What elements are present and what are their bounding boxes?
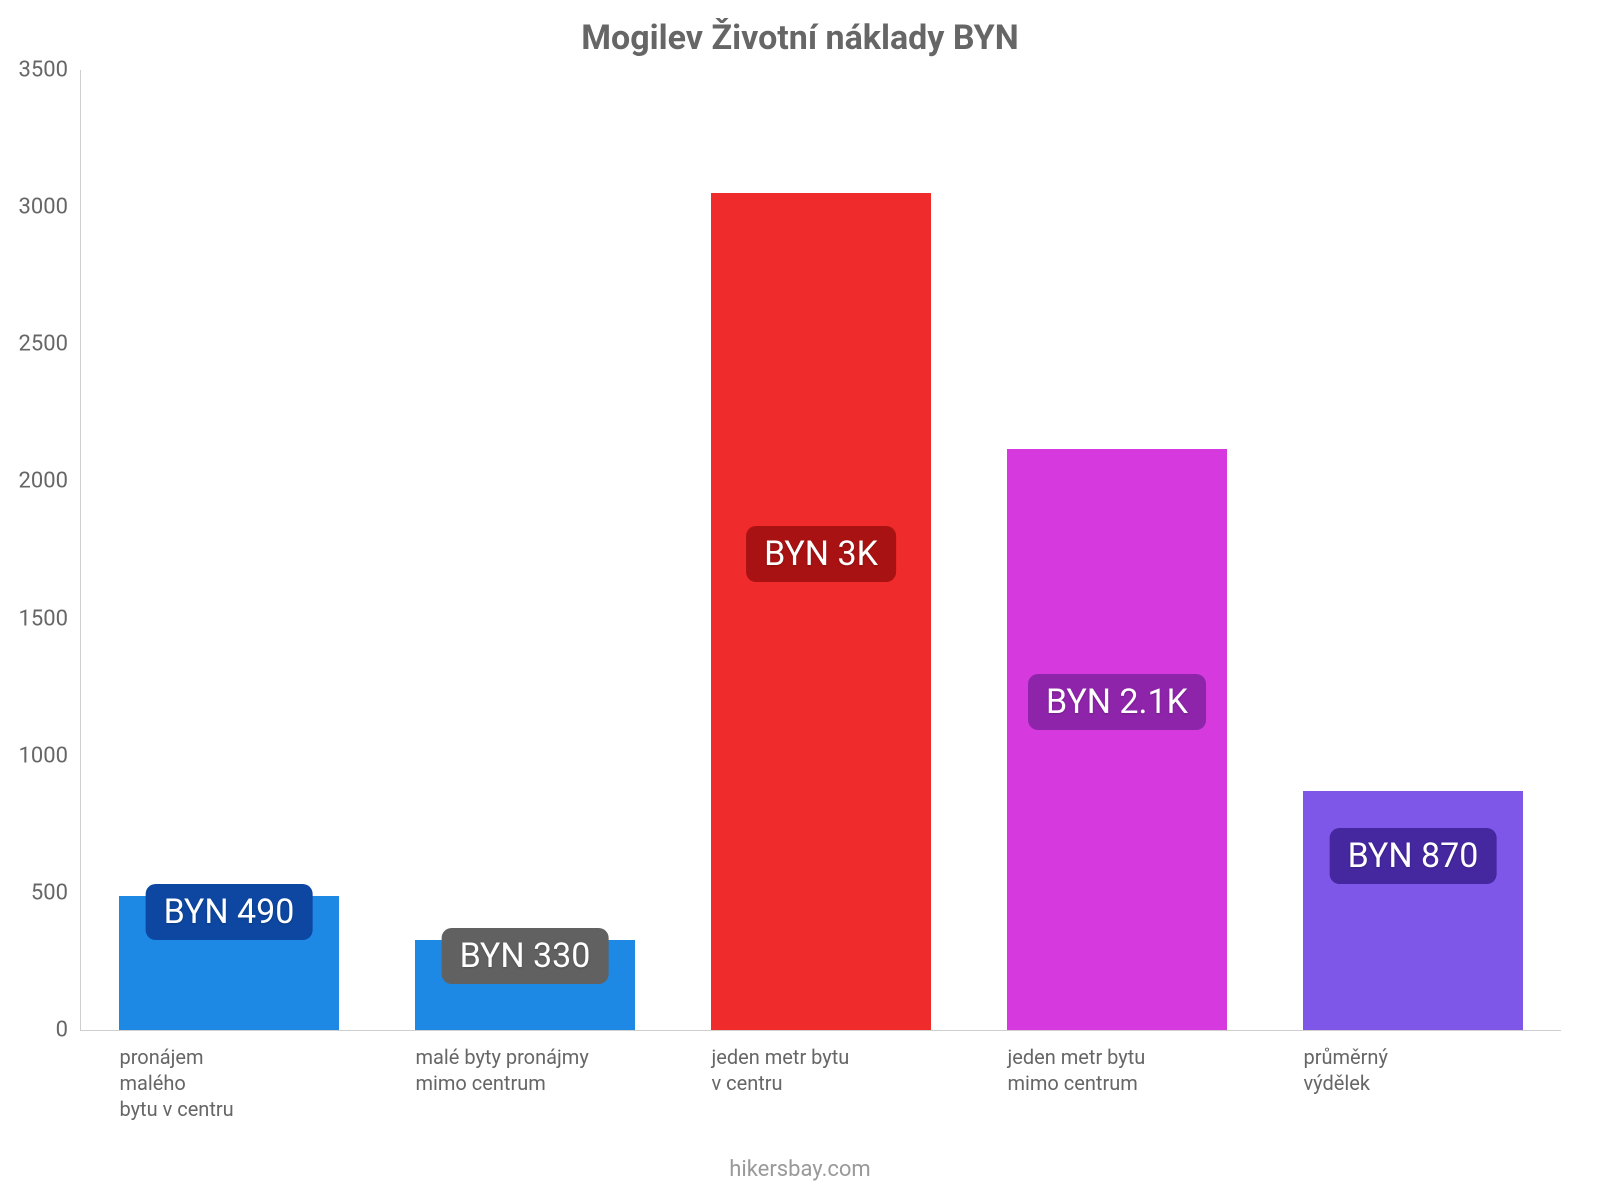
bar [711, 193, 930, 1030]
y-tick-label: 3000 [0, 195, 68, 220]
y-tick-label: 500 [0, 880, 68, 905]
x-tick-label: pronájemmaléhobytu v centru [119, 1030, 338, 1122]
value-badge: BYN 2.1K [1028, 674, 1206, 730]
x-tick-label: jeden metr bytumimo centrum [1007, 1030, 1226, 1096]
y-tick-label: 3500 [0, 58, 68, 83]
x-tick-label: jeden metr bytuv centru [711, 1030, 930, 1096]
y-tick-label: 1500 [0, 606, 68, 631]
value-badge: BYN 490 [146, 884, 313, 940]
plot-area: pronájemmaléhobytu v centruBYN 490malé b… [80, 70, 1561, 1031]
bar [1007, 449, 1226, 1030]
y-tick-label: 0 [0, 1018, 68, 1043]
y-tick-label: 2500 [0, 332, 68, 357]
chart-container: Mogilev Životní náklady BYN 0 500 1000 1500… [0, 0, 1600, 1200]
x-tick-label: malé byty pronájmymimo centrum [415, 1030, 634, 1096]
value-badge: BYN 330 [442, 928, 609, 984]
bar [1303, 791, 1522, 1030]
chart-title: Mogilev Životní náklady BYN [0, 18, 1600, 58]
y-tick-label: 2000 [0, 469, 68, 494]
value-badge: BYN 3K [746, 526, 896, 582]
x-tick-label: průměrnývýdělek [1303, 1030, 1522, 1096]
y-tick-label: 1000 [0, 743, 68, 768]
value-badge: BYN 870 [1330, 828, 1497, 884]
footer-credit: hikersbay.com [0, 1157, 1600, 1182]
